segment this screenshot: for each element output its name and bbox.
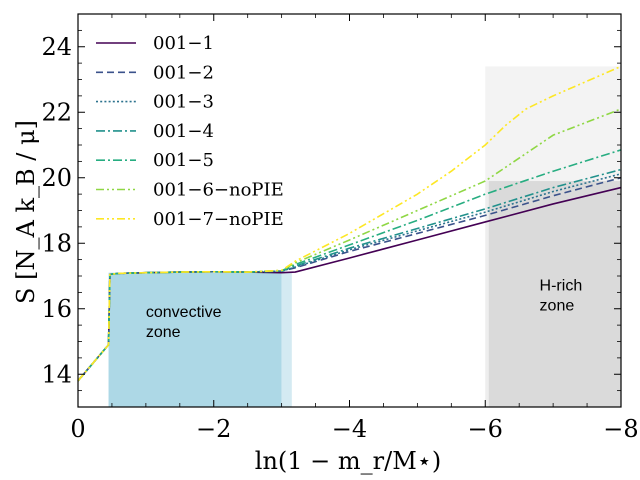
y-tick-label: 18 [41,229,72,257]
y-tick-label: 22 [41,98,72,126]
y-tick-label: 20 [41,164,72,192]
axis-ticks: 0 −2 −4 −6 −8 14 16 18 20 22 24 [41,13,639,443]
legend-label-6: 001−6−noPIE [153,180,284,201]
x-tick-label: −8 [603,415,638,443]
legend-label-3: 001−3 [153,92,214,113]
region-h-rich-zone-upper [485,66,621,182]
x-tick-label: −6 [468,415,503,443]
region-convective-zone [108,272,282,407]
y-tick-label: 16 [41,295,72,323]
region-h-rich-zone-fringe [485,177,489,407]
series-line-7 [77,65,622,382]
region-label-convective-zone-line-1: convective [146,304,222,321]
data-series [77,65,622,382]
region-convective-zone-fringe [281,272,292,407]
x-axis-label: ln(1 − m_r/M⋆) [255,447,441,475]
region-h-rich-zone [488,181,621,407]
y-tick-label: 14 [41,360,72,388]
region-label-convective-zone-line-2: zone [146,324,181,341]
legend-label-5: 001−5 [153,150,214,171]
legend-label-7: 001−7−noPIE [153,209,284,230]
region-label-h-rich-zone-line-2: zone [540,298,575,315]
x-tick-label: −2 [196,415,231,443]
region-label-h-rich-zone-line-1: H-rich [540,278,583,295]
shaded-regions [108,66,621,407]
legend-label-4: 001−4 [153,121,214,142]
y-tick-label: 24 [41,33,72,61]
x-tick-label: 0 [70,415,85,443]
legend: 001−1 001−2 001−3 001−4 001−5 001−6−noPIE 001−… [96,33,284,230]
y-axis-label: S [N_A k_B / μ] [12,120,40,304]
legend-label-2: 001−2 [153,62,214,83]
legend-label-1: 001−1 [153,33,214,54]
x-tick-label: −4 [332,415,367,443]
region-labels: convective zone H-rich zone [146,278,582,341]
